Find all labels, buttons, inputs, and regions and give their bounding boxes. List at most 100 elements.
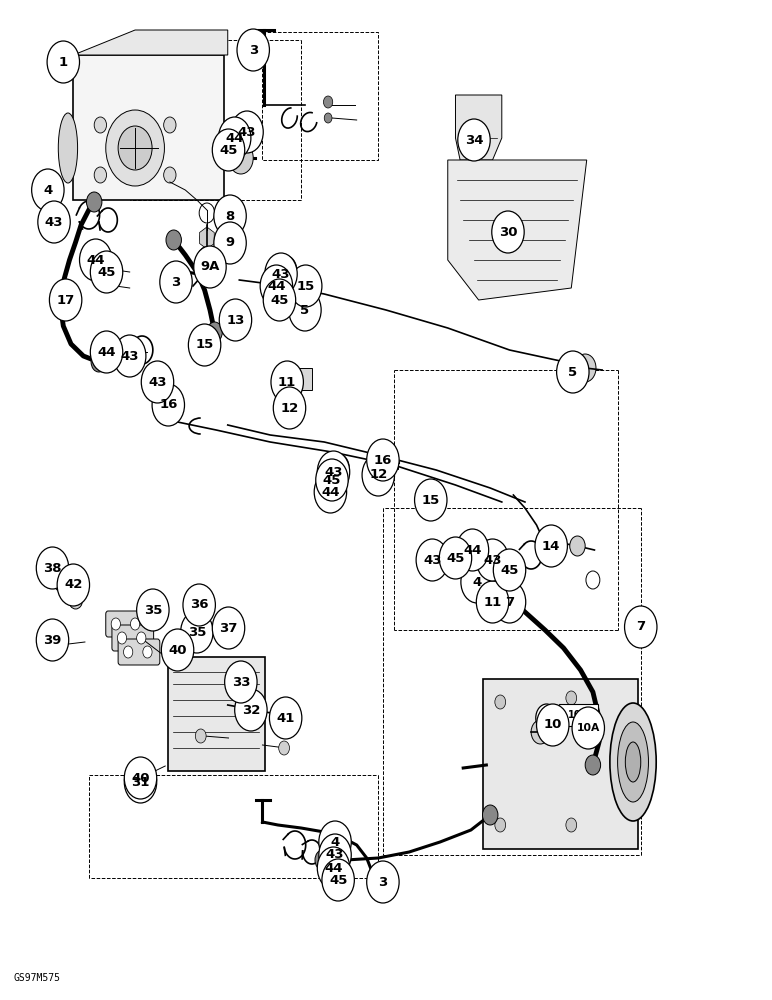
Circle shape [140,769,151,783]
Circle shape [212,607,245,649]
Circle shape [263,279,296,321]
Circle shape [80,239,112,281]
Text: 44: 44 [97,346,116,359]
Polygon shape [73,30,228,55]
Ellipse shape [610,703,656,821]
Circle shape [586,571,600,589]
FancyBboxPatch shape [381,455,398,469]
FancyBboxPatch shape [118,639,160,665]
Circle shape [207,322,222,342]
Circle shape [137,589,169,631]
Circle shape [492,211,524,253]
Circle shape [289,289,321,331]
Circle shape [161,629,194,671]
Circle shape [269,697,302,739]
Text: 43: 43 [326,848,344,861]
Text: 31: 31 [131,776,150,788]
Circle shape [625,606,657,648]
Circle shape [194,246,226,288]
Circle shape [106,110,164,186]
Circle shape [94,167,107,183]
Text: 44: 44 [86,253,105,266]
Circle shape [367,439,399,481]
Circle shape [439,537,472,579]
FancyBboxPatch shape [168,657,265,771]
Text: 12: 12 [369,468,388,482]
Circle shape [160,261,192,303]
Circle shape [536,704,557,732]
Circle shape [69,591,83,609]
FancyBboxPatch shape [289,368,312,390]
Circle shape [130,618,140,630]
Text: 11: 11 [483,595,502,608]
Text: 9A: 9A [200,260,220,273]
Text: 5: 5 [568,365,577,378]
Circle shape [495,818,506,832]
Text: 4: 4 [330,836,340,848]
Text: 45: 45 [97,265,116,278]
Circle shape [49,279,82,321]
Text: 12: 12 [280,401,299,414]
Text: 17: 17 [56,294,75,306]
Text: 45: 45 [219,143,238,156]
Circle shape [317,451,350,493]
Circle shape [219,299,252,341]
Circle shape [566,691,577,705]
Circle shape [324,113,332,123]
Ellipse shape [618,722,648,802]
Polygon shape [455,95,502,160]
Text: 38: 38 [43,562,62,574]
Circle shape [585,755,601,775]
Circle shape [493,581,526,623]
Text: 10A: 10A [567,710,589,720]
Text: 43: 43 [483,554,502,566]
Text: 41: 41 [276,712,295,724]
Circle shape [572,707,604,749]
Circle shape [47,41,80,83]
Circle shape [124,646,133,658]
Circle shape [314,471,347,513]
Circle shape [415,479,447,521]
Circle shape [482,805,498,825]
Circle shape [271,361,303,403]
Circle shape [137,632,146,644]
Text: 10: 10 [543,718,562,732]
Circle shape [229,142,253,174]
Circle shape [416,539,449,581]
Circle shape [557,351,589,393]
Text: 43: 43 [238,125,256,138]
Text: 35: 35 [144,603,162,616]
Circle shape [32,169,64,211]
Circle shape [214,195,246,237]
Circle shape [166,230,181,250]
Circle shape [495,695,506,709]
Circle shape [461,561,493,603]
Text: 35: 35 [188,626,206,639]
Text: 43: 43 [45,216,63,229]
Text: 7: 7 [636,620,645,634]
Text: 10A: 10A [577,723,600,733]
Circle shape [36,547,69,589]
Circle shape [235,689,267,731]
Circle shape [111,618,120,630]
Circle shape [124,761,157,803]
Text: 3: 3 [249,43,258,56]
FancyBboxPatch shape [559,704,598,726]
Circle shape [214,222,246,264]
Text: 4: 4 [472,576,482,588]
Circle shape [113,335,146,377]
Polygon shape [448,160,587,300]
Text: 5: 5 [300,304,310,316]
Text: 44: 44 [463,544,482,556]
Circle shape [237,29,269,71]
Circle shape [322,859,354,901]
Circle shape [362,454,394,496]
Text: 11: 11 [278,375,296,388]
Circle shape [323,96,333,108]
Text: GS97M575: GS97M575 [14,973,61,983]
Circle shape [273,387,306,429]
Circle shape [458,119,490,161]
Circle shape [195,729,206,743]
Circle shape [537,704,569,746]
Circle shape [86,192,102,212]
